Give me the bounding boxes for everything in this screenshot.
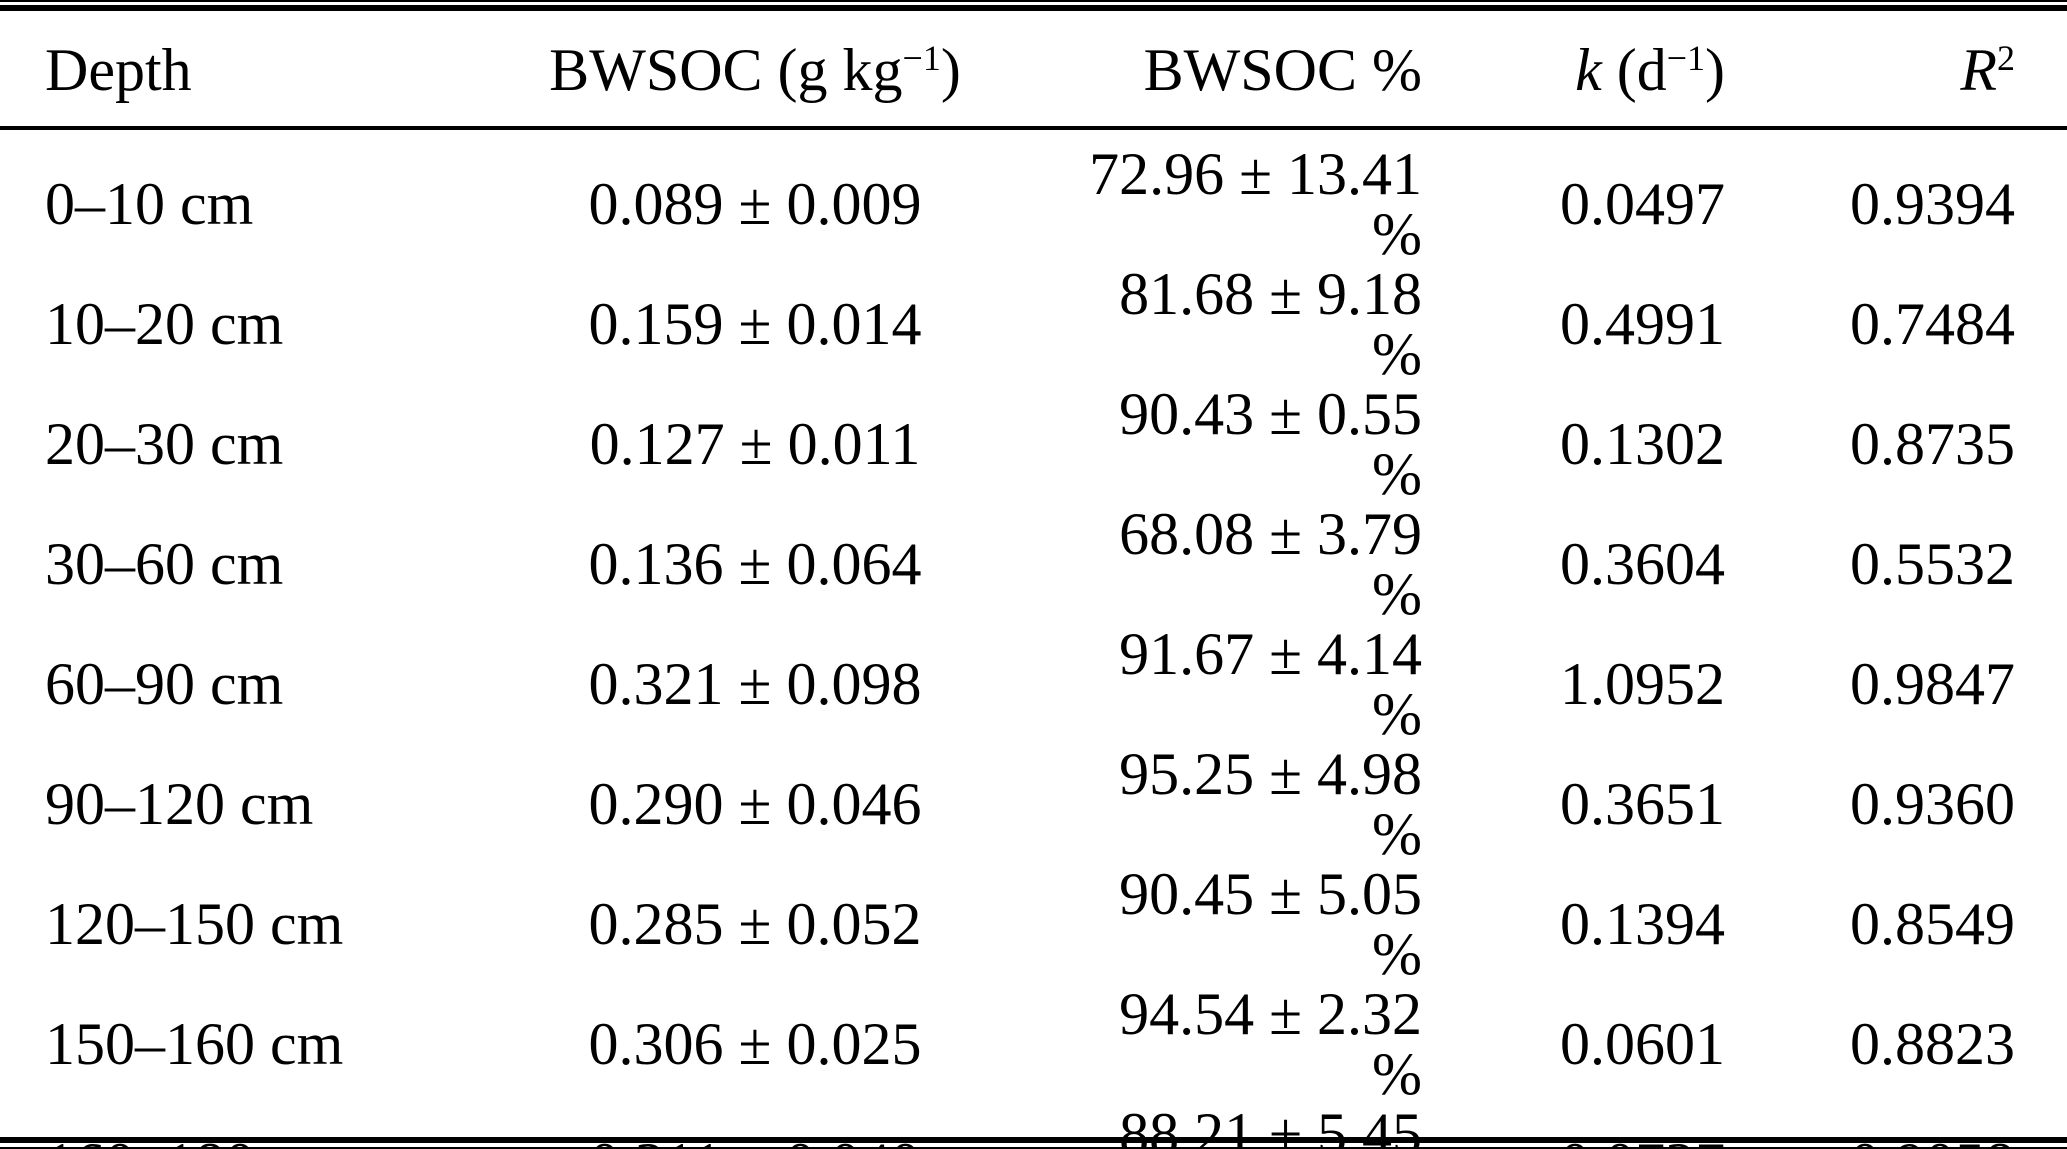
- header-text: Depth: [45, 37, 192, 103]
- table-header: Depth BWSOC (g kg−1) BWSOC % k (d−1) R2: [0, 14, 2067, 130]
- column-header-k: k (d−1): [1450, 14, 1770, 130]
- cell-depth: 10–20 cm: [45, 291, 284, 357]
- cell-depth: 90–120 cm: [45, 771, 314, 837]
- cell-r2: 0.7484: [1850, 291, 2015, 357]
- table-row: 60–90 cm 0.321 ± 0.098 91.67 ± 4.14 % 1.095…: [0, 624, 2067, 744]
- table-row: 10–20 cm 0.159 ± 0.014 81.68 ± 9.18 % 0.499…: [0, 264, 2067, 384]
- cell-k: 1.0952: [1560, 651, 1725, 717]
- table-bottom-rule-thin: [0, 1147, 2067, 1149]
- soc-decomposition-table: Depth BWSOC (g kg−1) BWSOC % k (d−1) R2 …: [0, 14, 2067, 1149]
- cell-bwsoc-pct: 81.68 ± 9.18 %: [1119, 261, 1422, 387]
- cell-k: 0.1302: [1560, 411, 1725, 477]
- cell-bwsoc-gkg: 0.285 ± 0.052: [588, 891, 922, 957]
- cell-bwsoc-pct: 72.96 ± 13.41 %: [1089, 141, 1422, 267]
- cell-depth: 150–160 cm: [45, 1011, 344, 1077]
- cell-k: 0.3651: [1560, 771, 1725, 837]
- header-text: BWSOC %: [1143, 37, 1422, 103]
- cell-bwsoc-gkg: 0.159 ± 0.014: [588, 291, 922, 357]
- table-row: 20–30 cm 0.127 ± 0.011 90.43 ± 0.55 % 0.130…: [0, 384, 2067, 504]
- cell-bwsoc-gkg: 0.089 ± 0.009: [588, 171, 922, 237]
- cell-r2: 0.9360: [1850, 771, 2015, 837]
- table-top-rule-thin: [0, 0, 2067, 2]
- header-superscript: −1: [902, 38, 941, 79]
- cell-bwsoc-pct: 68.08 ± 3.79 %: [1119, 501, 1422, 627]
- cell-bwsoc-pct: 90.45 ± 5.05 %: [1119, 861, 1422, 987]
- cell-bwsoc-gkg: 0.306 ± 0.025: [588, 1011, 922, 1077]
- cell-bwsoc-gkg: 0.290 ± 0.046: [588, 771, 922, 837]
- table-bottom-rule-thick: [0, 1137, 2067, 1143]
- cell-r2: 0.9847: [1850, 651, 2015, 717]
- header-text: k: [1575, 37, 1602, 103]
- cell-depth: 120–150 cm: [45, 891, 344, 957]
- table-row: 150–160 cm 0.306 ± 0.025 94.54 ± 2.32 % 0.0…: [0, 984, 2067, 1104]
- column-header-r2: R2: [1770, 14, 2067, 130]
- cell-bwsoc-pct: 90.43 ± 0.55 %: [1119, 381, 1422, 507]
- table-row: 120–150 cm 0.285 ± 0.052 90.45 ± 5.05 % 0.1…: [0, 864, 2067, 984]
- cell-bwsoc-pct: 94.54 ± 2.32 %: [1119, 981, 1422, 1107]
- cell-k: 0.0601: [1560, 1011, 1725, 1077]
- column-header-bwsoc-gkg: BWSOC (g kg−1): [430, 14, 1080, 130]
- table-row: 30–60 cm 0.136 ± 0.064 68.08 ± 3.79 % 0.360…: [0, 504, 2067, 624]
- header-superscript: 2: [1997, 38, 2015, 79]
- cell-bwsoc-pct: 95.25 ± 4.98 %: [1119, 741, 1422, 867]
- cell-bwsoc-pct: 91.67 ± 4.14 %: [1119, 621, 1422, 747]
- table-body: 0–10 cm 0.089 ± 0.009 72.96 ± 13.41 % 0.049…: [0, 128, 2067, 1149]
- cell-k: 0.4991: [1560, 291, 1725, 357]
- header-text: ): [940, 37, 961, 103]
- header-superscript: −1: [1666, 38, 1706, 79]
- cell-depth: 60–90 cm: [45, 651, 284, 717]
- cell-k: 0.1394: [1560, 891, 1725, 957]
- header-text: R: [1960, 37, 1997, 103]
- cell-depth: 0–10 cm: [45, 171, 254, 237]
- cell-bwsoc-gkg: 0.136 ± 0.064: [588, 531, 922, 597]
- column-header-depth: Depth: [0, 14, 430, 130]
- cell-r2: 0.5532: [1850, 531, 2015, 597]
- table-top-rule-thick: [0, 5, 2067, 11]
- cell-depth: 30–60 cm: [45, 531, 284, 597]
- cell-k: 0.3604: [1560, 531, 1725, 597]
- table-row: 90–120 cm 0.290 ± 0.046 95.25 ± 4.98 % 0.36…: [0, 744, 2067, 864]
- cell-bwsoc-gkg: 0.127 ± 0.011: [589, 411, 921, 477]
- header-text: ): [1705, 37, 1725, 103]
- cell-k: 0.0497: [1560, 171, 1725, 237]
- cell-r2: 0.8735: [1850, 411, 2015, 477]
- table-row: 0–10 cm 0.089 ± 0.009 72.96 ± 13.41 % 0.049…: [0, 128, 2067, 264]
- cell-r2: 0.8823: [1850, 1011, 2015, 1077]
- cell-bwsoc-gkg: 0.321 ± 0.098: [588, 651, 922, 717]
- cell-depth: 20–30 cm: [45, 411, 284, 477]
- column-header-bwsoc-pct: BWSOC %: [1080, 14, 1450, 130]
- table-header-row: Depth BWSOC (g kg−1) BWSOC % k (d−1) R2: [0, 14, 2067, 130]
- header-text: (d: [1601, 37, 1667, 103]
- cell-r2: 0.9394: [1850, 171, 2015, 237]
- cell-r2: 0.8549: [1850, 891, 2015, 957]
- header-text: BWSOC (g kg: [549, 37, 903, 103]
